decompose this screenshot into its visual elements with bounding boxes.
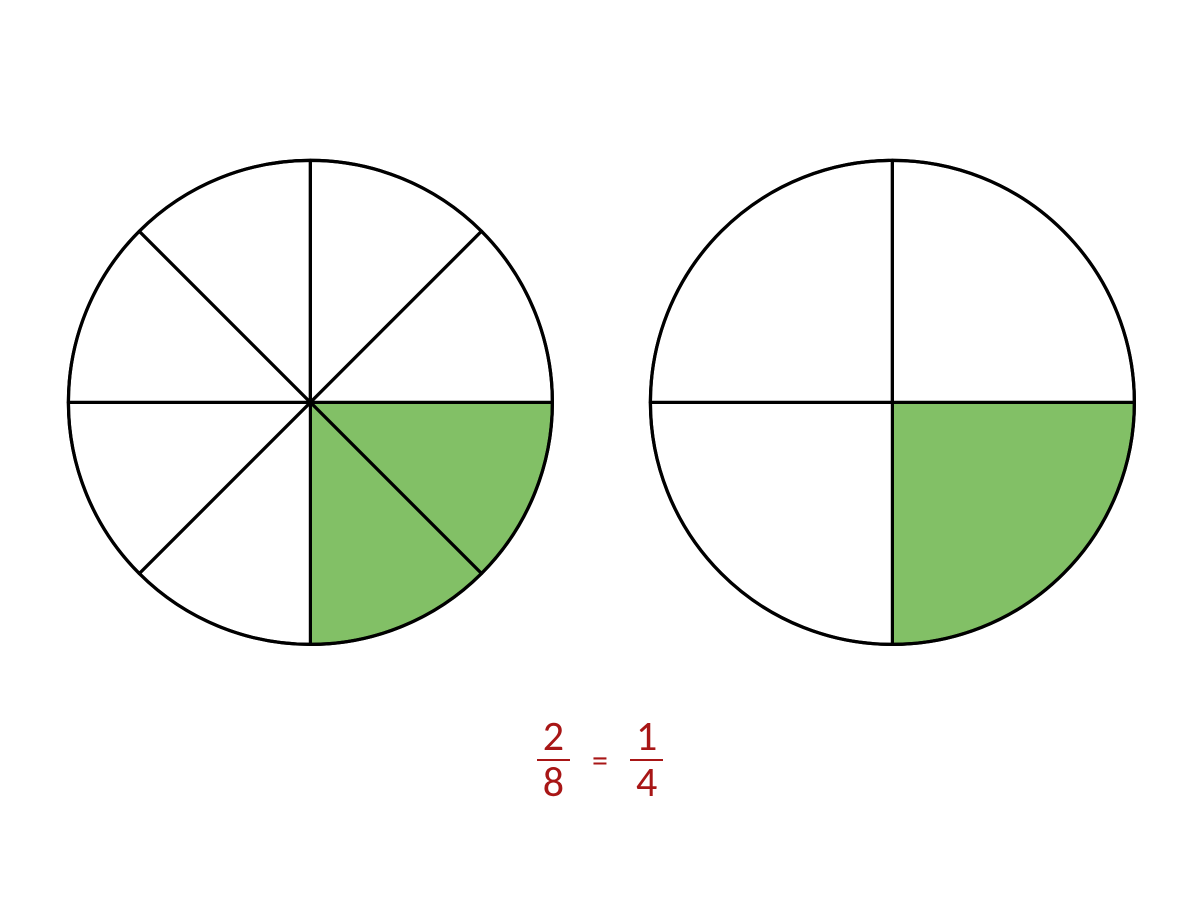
fraction-left-numerator: 2 [537, 715, 570, 759]
pie-slice-empty [650, 402, 892, 644]
equals-sign: = [570, 741, 630, 780]
fraction-left-denominator: 8 [537, 761, 570, 805]
fraction-left: 2 8 [537, 715, 570, 805]
pie-slice-empty [650, 160, 892, 402]
pie-slice-empty [892, 160, 1134, 402]
fraction-diagram-stage: { "background_color": "#ffffff", "circle… [0, 0, 1200, 900]
fraction-circle-eighths [62, 154, 559, 651]
fraction-right-numerator: 1 [630, 715, 663, 759]
pie-slice-filled [892, 402, 1134, 644]
fraction-equation: 2 8 = 1 4 [0, 715, 1200, 805]
fraction-circle-quarters [644, 154, 1141, 651]
fraction-right: 1 4 [630, 715, 663, 805]
fraction-right-denominator: 4 [630, 761, 663, 805]
